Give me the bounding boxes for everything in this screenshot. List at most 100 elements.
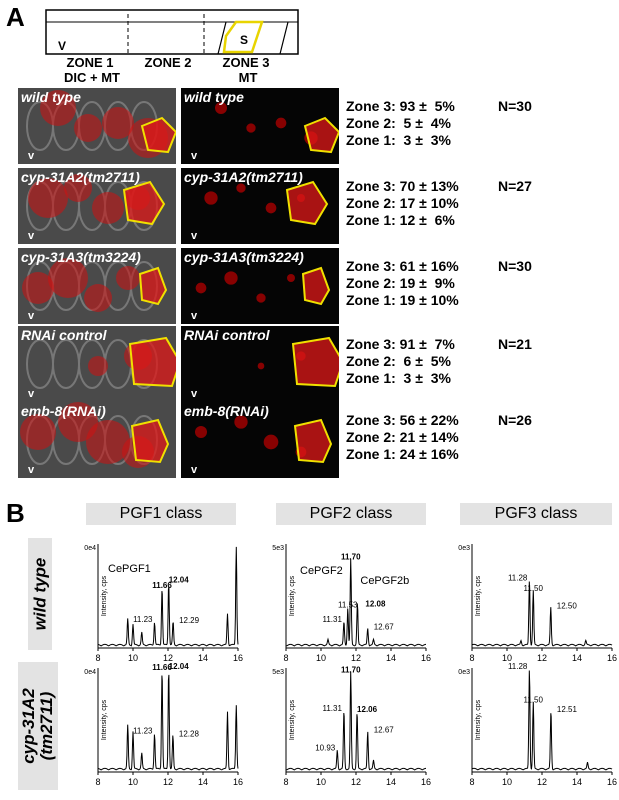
zone-stats-5: Zone 3: 56 ± 22% Zone 2: 21 ± 14% Zone 1… xyxy=(346,412,459,462)
x-tick-label: 14 xyxy=(572,653,582,663)
dic-image-4: RNAi control v xyxy=(18,326,176,402)
peak-label: 11.31 xyxy=(322,704,342,713)
row-header-wild-type: wild type xyxy=(28,538,52,650)
x-tick-label: 12 xyxy=(163,777,173,787)
compound-label-2: CePGF2b xyxy=(360,575,409,587)
peak-label: 11.66 xyxy=(152,663,172,672)
x-tick-label: 14 xyxy=(198,653,208,663)
micrograph-label: emb-8(RNAi) xyxy=(184,403,269,419)
dic-image-3: cyp-31A3(tm3224) v xyxy=(18,248,176,324)
zone-stats-1: Zone 3: 93 ± 5% Zone 2: 5 ± 4% Zone 1: 3… xyxy=(346,98,455,148)
vulva-marker: v xyxy=(28,464,35,476)
chromatogram-trace xyxy=(471,581,613,647)
y-max-label: 1.0e4 xyxy=(84,669,96,676)
x-tick-label: 8 xyxy=(283,653,288,663)
peak-label: 10.93 xyxy=(315,743,336,752)
peak-label: 12.51 xyxy=(557,705,578,714)
y-max-label: 1.0e4 xyxy=(84,545,96,552)
x-tick-label: 16 xyxy=(233,777,243,787)
peak-label: 11.23 xyxy=(133,615,153,624)
x-tick-label: 12 xyxy=(537,777,547,787)
vulva-marker: v xyxy=(191,310,198,322)
mt-image-3: cyp-31A3(tm3224) v xyxy=(181,248,339,324)
peak-label: 12.50 xyxy=(557,602,578,611)
micrograph-label: cyp-31A3(tm3224) xyxy=(184,249,304,265)
dic-image-2: cyp-31A2(tm2711) v xyxy=(18,168,176,244)
zone-2-label: ZONE 2 xyxy=(144,55,192,70)
vulva-marker: v xyxy=(191,464,198,476)
x-tick-label: 8 xyxy=(469,777,474,787)
y-axis-label: Intensity, cps xyxy=(475,575,482,616)
schematic-outline xyxy=(45,9,299,55)
compound-label: CePGF1 xyxy=(108,563,151,575)
peak-label: 12.67 xyxy=(374,622,395,631)
x-tick-label: 10 xyxy=(128,653,138,663)
chromatogram-trace xyxy=(471,670,613,771)
peak-label: 11.28 xyxy=(508,574,528,583)
peak-label: 11.70 xyxy=(341,665,361,674)
chromatogram-trace xyxy=(285,671,426,771)
x-tick-label: 14 xyxy=(198,777,208,787)
dic-mt-label: DIC + MT xyxy=(64,70,120,85)
peak-label: 11.66 xyxy=(152,581,172,590)
panel-b-letter: B xyxy=(6,498,25,528)
vulva-marker: v xyxy=(28,388,35,400)
micrograph-label: wild type xyxy=(21,89,81,105)
chromatogram-trace xyxy=(97,674,239,771)
peak-label: 11.50 xyxy=(524,695,544,704)
x-tick-label: 10 xyxy=(502,777,512,787)
y-max-label: 7.5e3 xyxy=(272,545,284,552)
axes xyxy=(471,544,612,649)
mt-image-2: cyp-31A2(tm2711) v xyxy=(181,168,339,244)
sample-size-3: N=30 xyxy=(498,258,532,274)
sample-size-2: N=27 xyxy=(498,178,532,194)
row-header-cyp-31a2: cyp-31A2 (tm2711) xyxy=(18,662,58,790)
x-tick-label: 16 xyxy=(421,777,431,787)
vulva-marker: v xyxy=(28,150,35,162)
vulva-marker: v xyxy=(191,150,198,162)
zone-stats-2: Zone 3: 70 ± 13% Zone 2: 17 ± 10% Zone 1… xyxy=(346,178,459,228)
column-header-pgf2: PGF2 class xyxy=(276,503,426,525)
micrograph-label: cyp-31A2(tm2711) xyxy=(21,169,140,185)
peak-label: 12.08 xyxy=(365,599,386,608)
y-axis-label: Intensity, cps xyxy=(289,699,296,740)
mt-image-4: RNAi control v xyxy=(181,326,339,402)
column-header-pgf1: PGF1 class xyxy=(86,503,236,525)
column-header-pgf3: PGF3 class xyxy=(460,503,612,525)
peak-label: 11.28 xyxy=(508,662,528,671)
vulva-marker: v xyxy=(28,310,35,322)
x-tick-label: 10 xyxy=(128,777,138,787)
peak-label: 12.04 xyxy=(169,576,190,585)
axes xyxy=(471,668,612,773)
peak-label: 11.31 xyxy=(322,615,342,624)
x-tick-label: 12 xyxy=(351,653,361,663)
y-axis-label: Intensity, cps xyxy=(101,575,108,616)
mt-image-5: emb-8(RNAi) v xyxy=(181,402,339,478)
zone-3-label: ZONE 3 xyxy=(222,55,270,70)
schematic-v-label: V xyxy=(58,39,66,53)
y-axis-label: Intensity, cps xyxy=(101,699,108,740)
chromatogram-mutant-3: 8 10 12 14 16 9.0e3 Intensity, cps 11.28 11.50 12… xyxy=(458,662,617,787)
x-tick-label: 14 xyxy=(386,653,396,663)
x-tick-label: 16 xyxy=(607,777,617,787)
sample-size-5: N=26 xyxy=(498,412,532,428)
x-tick-label: 10 xyxy=(316,653,326,663)
x-tick-label: 12 xyxy=(537,653,547,663)
compound-label: CePGF2 xyxy=(300,565,343,577)
micrograph-label: cyp-31A3(tm3224) xyxy=(21,249,141,265)
vulva-marker: v xyxy=(28,230,35,242)
x-tick-label: 12 xyxy=(163,653,173,663)
x-tick-label: 16 xyxy=(607,653,617,663)
peak-label: 11.70 xyxy=(341,553,361,562)
x-tick-label: 8 xyxy=(469,653,474,663)
peak-label: 12.06 xyxy=(357,705,378,714)
vulva-marker: v xyxy=(191,230,198,242)
x-tick-label: 14 xyxy=(386,777,396,787)
y-max-label: 9.0e3 xyxy=(458,669,470,676)
spermatheca-outline xyxy=(222,20,264,54)
micrograph-label: wild type xyxy=(184,89,244,105)
zone-1-label: ZONE 1 xyxy=(66,55,114,70)
sample-size-1: N=30 xyxy=(498,98,532,114)
